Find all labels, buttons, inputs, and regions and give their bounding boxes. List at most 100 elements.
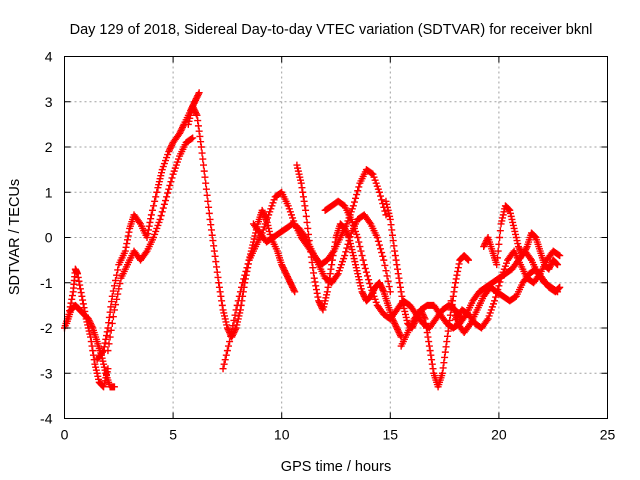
data-point [331, 243, 339, 251]
data-point [158, 208, 166, 216]
data-point [360, 261, 368, 269]
data-point [350, 198, 358, 206]
data-point [331, 238, 339, 246]
data-point [381, 261, 389, 269]
data-point [302, 206, 310, 214]
data-point [381, 207, 389, 215]
y-axis-label: SDTVAR / TECUs [7, 179, 23, 295]
data-point [396, 279, 404, 287]
data-point [115, 285, 123, 293]
data-point [341, 252, 349, 260]
data-point [164, 189, 172, 197]
data-point [74, 270, 82, 278]
data-point [447, 297, 455, 305]
data-point [391, 247, 399, 255]
data-point [216, 288, 224, 296]
data-point [215, 279, 223, 287]
data-point [379, 286, 387, 294]
data-point [343, 244, 351, 252]
y-tick-label: 1 [45, 184, 53, 200]
data-point [312, 286, 320, 294]
data-point [356, 243, 364, 251]
data-point [397, 288, 405, 296]
data-point [382, 267, 390, 275]
data-point [309, 264, 317, 272]
data-point [197, 138, 205, 146]
data-point [354, 187, 362, 195]
data-point [494, 247, 502, 255]
data-point [299, 188, 307, 196]
data-point [212, 258, 220, 266]
series-track-h [293, 161, 405, 341]
data-point [224, 342, 232, 350]
data-point [232, 306, 240, 314]
data-point [88, 342, 96, 350]
data-point [243, 264, 251, 272]
data-point [378, 196, 386, 204]
ticks: 0 5 10 15 20 25 -4 -3 -2 -1 0 1 2 3 4 [40, 49, 615, 443]
series-track-m [480, 202, 562, 273]
data-point [219, 365, 227, 373]
series-track-j [382, 197, 472, 391]
data-point [146, 218, 154, 226]
data-point [168, 174, 176, 182]
x-tick-label: 5 [169, 427, 177, 443]
data-point [421, 315, 429, 323]
data-point [199, 155, 207, 163]
data-point [495, 282, 503, 290]
data-point [222, 351, 230, 359]
data-point [359, 256, 367, 264]
data-point [505, 206, 513, 214]
series-track-n [447, 265, 564, 337]
data-point [196, 132, 204, 140]
data-point [235, 292, 243, 300]
data-point [290, 286, 298, 294]
data-point [325, 279, 333, 287]
data-point [160, 200, 168, 208]
data-point [112, 301, 120, 309]
data-point [420, 313, 428, 321]
data-point [110, 306, 118, 314]
data-point [215, 283, 223, 291]
data-point [207, 221, 215, 229]
data-point [388, 231, 396, 239]
data-point [125, 228, 133, 236]
data-point [203, 191, 211, 199]
data-point [101, 339, 109, 347]
data-point [318, 304, 326, 312]
series-track-c [93, 89, 203, 364]
data-point [301, 202, 309, 210]
data-point [394, 270, 402, 278]
data-point [496, 227, 504, 235]
data-point [450, 288, 458, 296]
data-point [522, 244, 530, 252]
data-point [354, 234, 362, 241]
data-point [422, 319, 430, 327]
data-point [76, 281, 84, 289]
data-point [396, 283, 404, 291]
data-point [464, 256, 472, 264]
data-point [192, 110, 200, 118]
data-point [89, 347, 97, 355]
data-point [113, 271, 121, 279]
data-point [464, 255, 472, 263]
data-point [105, 340, 113, 348]
data-point [377, 192, 385, 200]
data-point [159, 204, 167, 212]
data-point [386, 288, 394, 296]
data-point [105, 319, 113, 327]
data-point [388, 226, 396, 234]
x-tick-label: 25 [600, 427, 616, 443]
data-point [123, 240, 131, 248]
data-point [466, 321, 474, 329]
data-point [100, 343, 108, 351]
data-point [104, 347, 112, 355]
data-point [108, 298, 116, 306]
data-point [378, 249, 386, 257]
data-point [308, 258, 316, 266]
data-point [330, 247, 338, 255]
data-point [448, 301, 456, 309]
data-point [328, 261, 336, 269]
data-point [325, 274, 333, 282]
data-point [301, 232, 309, 240]
